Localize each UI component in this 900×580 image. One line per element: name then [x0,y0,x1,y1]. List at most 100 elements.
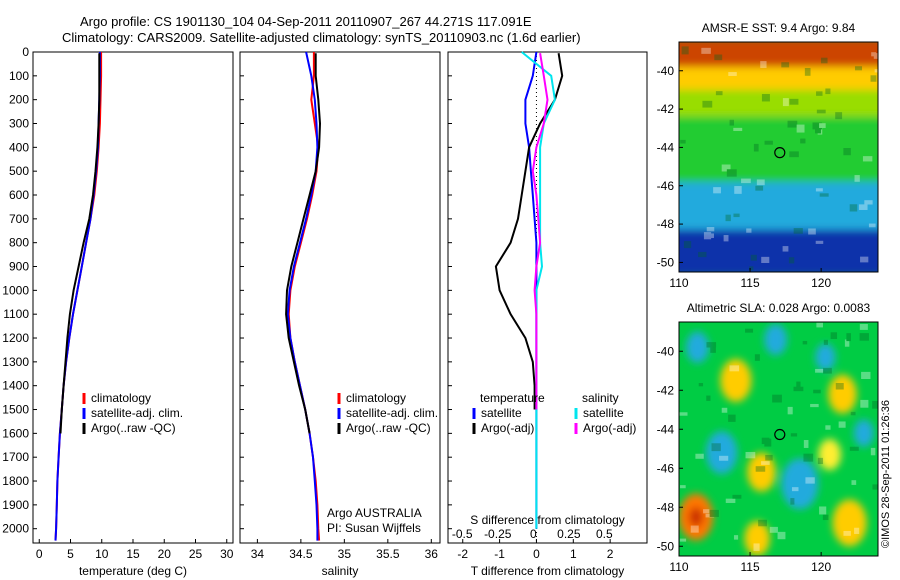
y-tick-label: 1000 [2,283,29,297]
map-speck [719,455,729,461]
map-speck [793,386,804,392]
plot-frame [239,51,441,544]
x-top-tick-label: 0.5 [596,527,613,541]
map-speck [764,140,773,145]
map-speck [749,266,754,271]
map-speck [846,333,851,342]
y-tick-label: 0 [22,45,29,59]
map-speck [871,52,877,57]
x-tick-label: -1 [494,547,505,561]
legend-label: climatology [91,391,151,405]
map-speck [765,454,773,461]
map-speck [703,509,710,514]
map-speck [756,179,765,186]
y-tick-label: 800 [9,236,29,250]
legend-title-temperature: temperature [480,391,545,405]
difference-panel: -2 -1 0 1 2 T difference from climatology temp… [447,51,648,578]
map-speck [764,438,772,447]
map-speck [726,169,737,177]
map-speck [782,246,789,252]
map-y-tick-label: -46 [657,461,675,475]
legend-label: satellite [583,406,624,420]
map-speck [820,57,828,64]
map-speck [790,498,795,505]
map-speck [844,339,850,347]
map-speck [854,175,860,182]
map-speck [760,61,767,68]
x-axis-label: temperature (deg C) [79,564,187,578]
y-tick-label: 1700 [2,450,29,464]
map-speck [723,235,729,242]
map-blob [818,439,842,471]
y-tick-label: 1200 [2,331,29,345]
x-top-tick-label: 0 [530,527,537,541]
y-tick-label: 1500 [2,403,29,417]
x-tick-label: 2 [607,547,614,561]
map-speck [695,453,704,459]
map-speck [683,241,692,249]
map-x-tick-label: 110 [669,276,688,290]
map-speck [705,513,715,518]
map-speck [706,342,717,348]
map-speck [698,251,707,258]
x-tick-label: 1 [570,547,577,561]
map-speck [713,187,721,194]
header-line-2: Climatology: CARS2009. Satellite-adjuste… [62,30,581,45]
map-speck [733,213,740,218]
y-tick-label: 1300 [2,355,29,369]
legend-label: climatology [346,391,406,405]
series-line-2 [285,53,322,434]
credit-annotation: PI: Susan Wijffels [327,521,421,535]
map-frame [678,321,879,557]
map-speck [789,98,799,105]
map-speck [706,395,711,401]
y-tick-label: 300 [9,117,29,131]
map-speck [761,93,770,102]
map-speck [813,389,821,394]
map-speck [772,394,782,403]
map-blob [720,359,752,402]
x-tick-label: 34 [251,547,265,561]
map-texture [680,46,878,271]
map-speck [706,227,715,232]
map-speck [745,328,754,333]
series-line-2 [521,51,556,529]
map-y-tick-label: -42 [657,383,675,397]
map-speck [728,414,736,422]
x-tick-label: 36 [425,547,439,561]
map-band [679,116,878,190]
x-tick-label: 15 [126,547,140,561]
map-speck [854,527,860,534]
map-speck [769,526,778,533]
map-speck [803,440,809,448]
legend-title-salinity: salinity [582,391,619,405]
map-speck [870,447,876,456]
map-speck [835,112,843,120]
y-tick-label: 2000 [2,522,29,536]
series-line-2 [59,53,101,434]
map-speck [690,525,699,533]
map-speck [753,543,760,551]
map-speck [800,138,806,144]
map-x-tick-label: 120 [811,560,831,574]
map-title: Altimetric SLA: 0.028 Argo: 0.0083 [687,301,871,315]
map-blob [747,452,776,492]
map-speck [793,228,803,234]
map-speck [754,354,760,361]
map-speck [755,466,766,472]
x-tick-label: 35 [338,547,352,561]
map-speck [861,371,871,380]
map-speck [843,147,851,156]
map-speck [796,381,801,389]
map-speck [859,324,868,330]
legend-label: Argo(..raw -QC) [346,421,431,435]
map-speck [838,421,846,428]
map-speck [702,100,713,108]
map-speck [874,69,878,73]
map-speck [808,228,816,235]
map-speck [758,519,767,527]
map-speck [815,368,824,373]
series-line-1 [494,53,564,410]
map-speck [734,186,742,194]
map-y-tick-label: -48 [657,500,675,514]
